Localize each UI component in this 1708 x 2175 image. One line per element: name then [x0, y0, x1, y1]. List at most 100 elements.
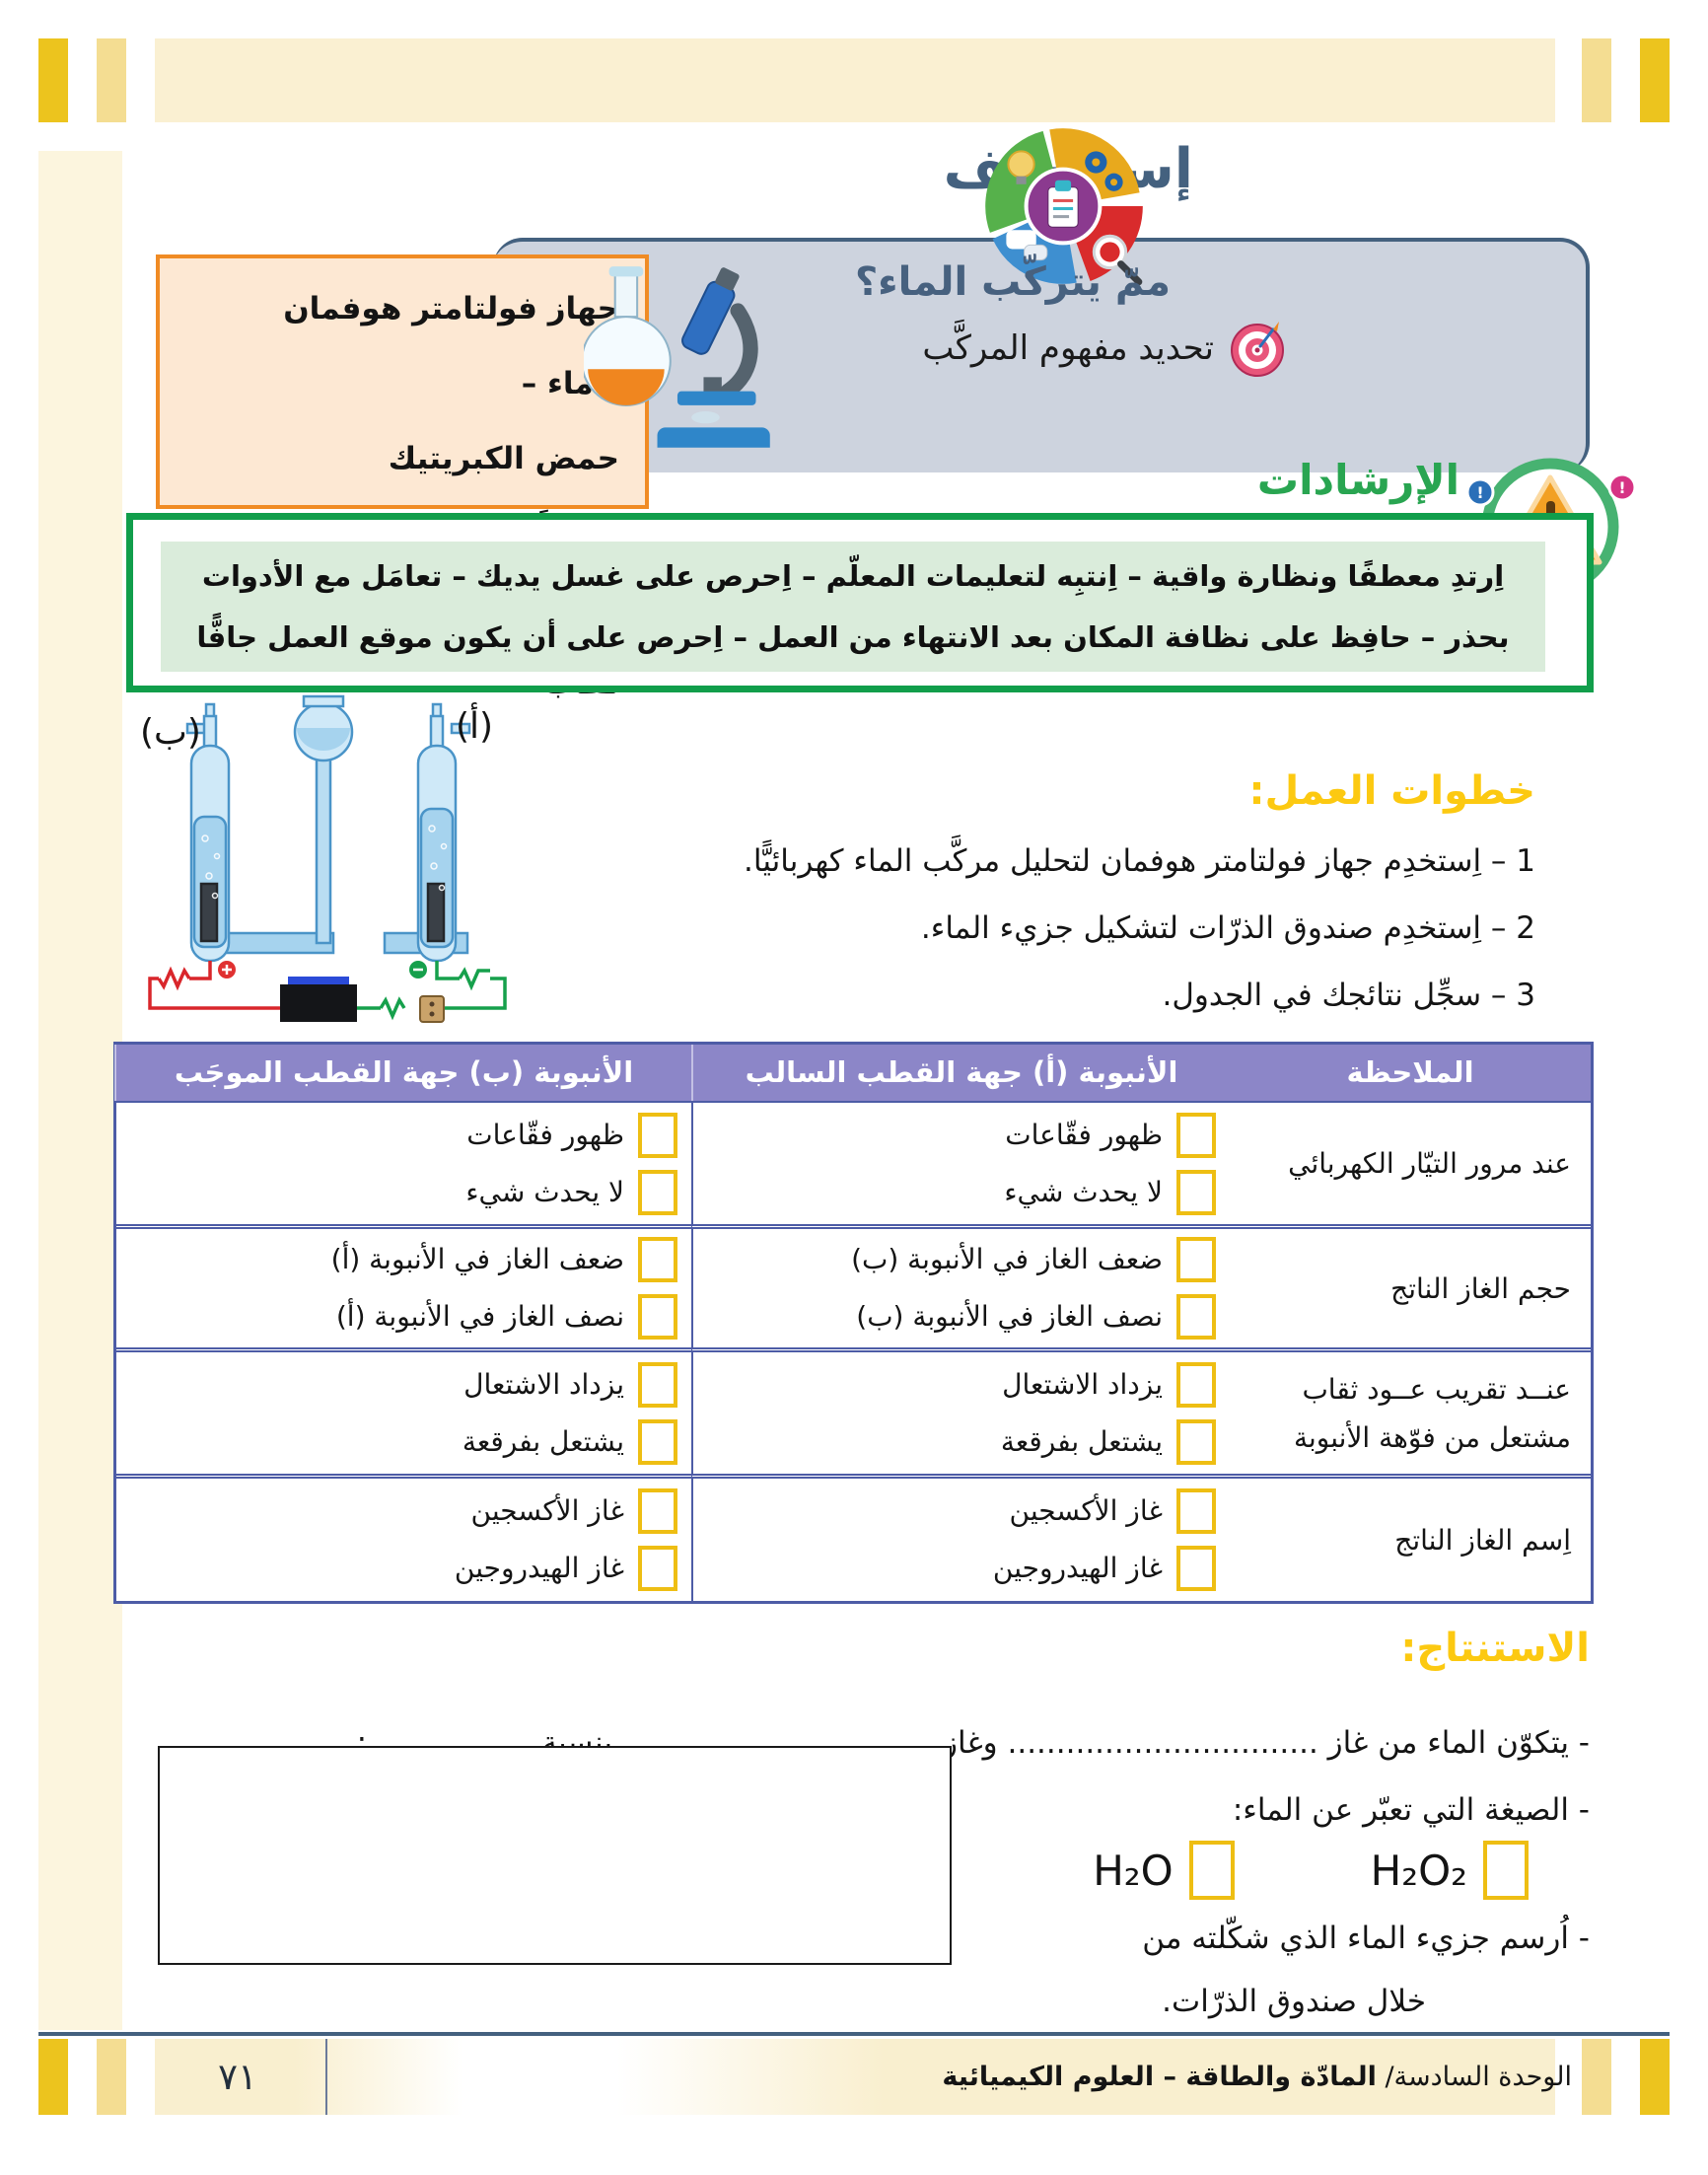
checkbox[interactable] — [638, 1361, 677, 1408]
formula-option-h2o2: H₂O₂ — [1371, 1841, 1529, 1900]
checkbox[interactable] — [1176, 1546, 1216, 1591]
conclusion-draw-line: خلال صندوق الذرّات. — [1162, 1984, 1426, 2019]
option-row: يشتعل بفرقعة — [707, 1418, 1216, 1465]
option-row: ضعف الغاز في الأنبوبة (ب) — [707, 1237, 1216, 1282]
option-row: غاز الهيدروجين — [707, 1546, 1216, 1591]
checkbox[interactable] — [1176, 1169, 1216, 1215]
footer-unit-title: الوحدة السادسة/ المادّة والطاقة – العلوم… — [942, 2056, 1572, 2098]
table-header-observation: الملاحظة — [1230, 1045, 1591, 1101]
tube-b-cell: ضعف الغاز في الأنبوبة (أ) نصف الغاز في ا… — [114, 1224, 691, 1347]
option-row: غاز الهيدروجين — [130, 1546, 677, 1591]
svg-text:!: ! — [1476, 483, 1483, 502]
option-row: ظهور فقّاعات — [707, 1112, 1216, 1158]
deco-gold-bar — [1582, 38, 1611, 122]
observation-table: الملاحظة الأنبوبة (أ) جهة القطب السالب ا… — [113, 1042, 1594, 1604]
table-header-tube-a: الأنبوبة (أ) جهة القطب السالب — [691, 1045, 1230, 1101]
checkbox[interactable] — [638, 1112, 677, 1158]
dartboard-icon — [1231, 322, 1284, 377]
checkbox[interactable] — [1176, 1294, 1216, 1340]
option-row: لا يحدث شيء — [130, 1169, 677, 1215]
microscope-flask-icon — [584, 266, 770, 448]
checkbox[interactable] — [1176, 1112, 1216, 1158]
tube-b-cell: ظهور فقّاعات لا يحدث شيء — [114, 1101, 691, 1224]
option-label: نصف الغاز في الأنبوبة (ب) — [856, 1300, 1163, 1333]
formula-label: H₂O — [1093, 1846, 1174, 1895]
tube-b-cell: يزداد الاشتعال يشتعل بفرقعة — [114, 1347, 691, 1474]
instructions-line: بحذر – حافِظ على نظافة المكان بعد الانته… — [196, 620, 1510, 654]
option-label: يزداد الاشتعال — [463, 1367, 624, 1401]
checkbox[interactable] — [1176, 1361, 1216, 1408]
activity-wheel-icon — [985, 128, 1143, 286]
step-item: 3 – سجِّل نتائجك في الجدول. — [1162, 978, 1535, 1013]
conclusion-draw-line: - اُرسم جزيء الماء الذي شكّلته من — [1142, 1921, 1590, 1956]
option-row: ظهور فقّاعات — [130, 1112, 677, 1158]
instructions-line: اِرتدِ معطفًا ونظارة واقية – اِنتبِه لتع… — [201, 558, 1505, 593]
steps-heading: خطوات العمل: — [1248, 768, 1535, 814]
option-row: نصف الغاز في الأنبوبة (ب) — [707, 1294, 1216, 1340]
lightbulb-icon — [1007, 150, 1035, 179]
molecule-drawing-box[interactable] — [158, 1746, 952, 1965]
tube-a-cell: ظهور فقّاعات لا يحدث شيء — [691, 1101, 1230, 1224]
hofmann-voltameter-diagram — [148, 694, 507, 1023]
checkbox[interactable] — [638, 1418, 677, 1465]
observation-cell: حجم الغاز الناتج — [1230, 1224, 1591, 1347]
tube-b-label: (ب) — [140, 712, 201, 753]
option-label: لا يحدث شيء — [1004, 1175, 1163, 1208]
svg-text:!: ! — [1618, 478, 1625, 497]
option-label: غاز الهيدروجين — [992, 1552, 1163, 1584]
checkbox[interactable] — [638, 1488, 677, 1534]
footer-divider — [325, 2039, 327, 2115]
footer-rule — [38, 2032, 1670, 2036]
option-label: يشتعل بفرقعة — [1000, 1424, 1163, 1458]
option-row: يزداد الاشتعال — [130, 1361, 677, 1408]
deco-gold-bar — [1640, 2039, 1670, 2115]
checkbox[interactable] — [638, 1294, 677, 1340]
instructions-box: اِرتدِ معطفًا ونظارة واقية – اِنتبِه لتع… — [126, 513, 1594, 692]
deco-cream-band — [155, 38, 1555, 122]
checkbox[interactable] — [638, 1546, 677, 1591]
option-label: غاز الأكسجين — [470, 1494, 625, 1527]
option-row: يشتعل بفرقعة — [130, 1418, 677, 1465]
footer-band — [155, 2039, 1555, 2115]
checkbox[interactable] — [1176, 1488, 1216, 1534]
option-label: يشتعل بفرقعة — [462, 1424, 624, 1458]
option-label: ظهور فقّاعات — [1005, 1118, 1163, 1151]
materials-line: جهاز فولتامتر هوفمان – ماء – — [283, 291, 619, 401]
tube-a-cell: ضعف الغاز في الأنبوبة (ب) نصف الغاز في ا… — [691, 1224, 1230, 1347]
option-row: غاز الأكسجين — [707, 1488, 1216, 1534]
activity-question: ممّ يتركّب الماء؟ — [854, 259, 1171, 305]
table-header-tube-b: الأنبوبة (ب) جهة القطب الموجَب — [114, 1045, 691, 1101]
checkbox[interactable] — [1188, 1841, 1235, 1900]
formula-label: H₂O₂ — [1370, 1846, 1467, 1895]
chat-bubbles-icon — [1006, 230, 1036, 250]
conclusion-heading: الاستنتاج: — [1400, 1626, 1590, 1671]
checkbox[interactable] — [638, 1237, 677, 1282]
deco-left-margin-strip — [38, 151, 122, 2030]
deco-gold-bar — [38, 38, 68, 122]
objective-text: تحديد مفهوم المركَّب — [922, 327, 1214, 368]
step-item: 2 – اِستخدِم صندوق الذرّات لتشكيل جزيء ا… — [920, 910, 1535, 946]
deco-gold-bar — [97, 2039, 126, 2115]
observation-cell: اِسم الغاز الناتج — [1230, 1474, 1591, 1601]
formula-option-h2o: H₂O — [1093, 1841, 1235, 1900]
checkbox[interactable] — [638, 1169, 677, 1215]
checkbox[interactable] — [1483, 1841, 1529, 1900]
option-row: ضعف الغاز في الأنبوبة (أ) — [130, 1237, 677, 1282]
option-label: غاز الهيدروجين — [454, 1552, 624, 1584]
option-label: يزداد الاشتعال — [1002, 1367, 1163, 1401]
option-label: ضعف الغاز في الأنبوبة (أ) — [330, 1243, 624, 1275]
observation-cell: عند مرور التيّار الكهربائي — [1230, 1101, 1591, 1224]
checkbox[interactable] — [1176, 1418, 1216, 1465]
tube-a-cell: غاز الأكسجين غاز الهيدروجين — [691, 1474, 1230, 1601]
instructions-heading: الإرشادات — [1256, 456, 1459, 504]
option-label: لا يحدث شيء — [465, 1175, 624, 1208]
option-row: يزداد الاشتعال — [707, 1361, 1216, 1408]
option-label: ضعف الغاز في الأنبوبة (ب) — [851, 1243, 1163, 1275]
tube-a-label: (أ) — [456, 706, 494, 747]
page-number: ٧١ — [218, 2056, 257, 2098]
checkbox[interactable] — [1176, 1237, 1216, 1282]
objective-row: تحديد مفهوم المركَّب — [922, 318, 1289, 379]
option-row: غاز الأكسجين — [130, 1488, 677, 1534]
deco-gold-bar — [97, 38, 126, 122]
